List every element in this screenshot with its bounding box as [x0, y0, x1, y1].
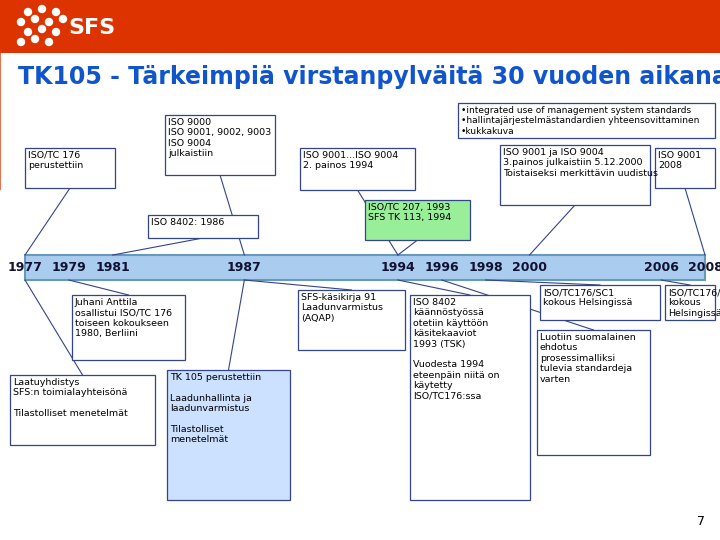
Circle shape: [32, 16, 38, 23]
Circle shape: [24, 9, 32, 16]
Text: ISO 8402
käännöstyössä
otetiin käyttöön
käsitekaaviot
1993 (TSK)

Vuodesta 1994
: ISO 8402 käännöstyössä otetiin käyttöön …: [413, 298, 500, 401]
Circle shape: [24, 29, 32, 36]
Circle shape: [53, 9, 60, 16]
Bar: [0, 0, 720, 53]
Bar: [365, 200, 470, 240]
Bar: [165, 115, 275, 175]
Text: SFS: SFS: [68, 18, 115, 38]
Text: ISO/TC176/SC1
kokous Helsingissä: ISO/TC176/SC1 kokous Helsingissä: [543, 288, 632, 307]
Text: 1979: 1979: [52, 261, 86, 274]
Text: 2006: 2006: [644, 261, 678, 274]
Text: 2008: 2008: [688, 261, 720, 274]
Text: 1981: 1981: [95, 261, 130, 274]
Circle shape: [45, 38, 53, 45]
Bar: [458, 103, 715, 138]
Text: ISO 9000
ISO 9001, 9002, 9003
ISO 9004
julkaistiin: ISO 9000 ISO 9001, 9002, 9003 ISO 9004 j…: [168, 118, 271, 158]
Text: 1987: 1987: [227, 261, 262, 274]
Text: ISO/TC 207, 1993
SFS TK 113, 1994: ISO/TC 207, 1993 SFS TK 113, 1994: [368, 203, 451, 222]
Text: TK105 - Tärkeimpiä virstanpylväitä 30 vuoden aikana: TK105 - Tärkeimpiä virstanpylväitä 30 vu…: [18, 65, 720, 89]
Text: 1996: 1996: [425, 261, 459, 274]
Circle shape: [32, 36, 38, 43]
Text: Laatuyhdistys
SFS:n toimialayhteisönä

Tilastolliset menetelmät: Laatuyhdistys SFS:n toimialayhteisönä Ti…: [13, 378, 127, 418]
Text: ISO 8402: 1986: ISO 8402: 1986: [151, 218, 225, 227]
Text: ISO/TC176/SC2
kokous Helsingissä: ISO/TC176/SC2 kokous Helsingissä: [668, 288, 720, 318]
Bar: [167, 370, 290, 500]
Circle shape: [38, 25, 45, 32]
Text: TK 105 perustettiin

Laadunhallinta ja
laadunvarmistus

Tilastolliset
menetelmät: TK 105 perustettiin Laadunhallinta ja la…: [170, 373, 261, 444]
Text: ISO 9001
2008: ISO 9001 2008: [658, 151, 701, 171]
Text: SFS-käsikirja 91
Laadunvarmistus
(AQAP): SFS-käsikirja 91 Laadunvarmistus (AQAP): [301, 293, 383, 323]
Bar: [298, 290, 405, 350]
Text: •integrated use of management system standards
•hallintajärjestelmästandardien y: •integrated use of management system sta…: [461, 106, 699, 136]
Bar: [10, 375, 155, 445]
Text: 1977: 1977: [8, 261, 42, 274]
Bar: [410, 295, 530, 500]
Text: ISO 9001 ja ISO 9004
3.painos julkaistiin 5.12.2000
Toistaiseksi merkittävin uud: ISO 9001 ja ISO 9004 3.painos julkaistii…: [503, 148, 658, 178]
Text: 2000: 2000: [512, 261, 547, 274]
Bar: [25, 255, 705, 280]
Bar: [500, 145, 650, 205]
Bar: [665, 285, 715, 320]
Text: Luotiin suomalainen
ehdotus
prosessimalliksi
tulevia standardeja
varten: Luotiin suomalainen ehdotus prosessimall…: [540, 333, 636, 383]
Circle shape: [38, 5, 45, 12]
Circle shape: [60, 16, 66, 23]
Text: 1994: 1994: [381, 261, 415, 274]
Bar: [540, 285, 660, 320]
Text: ISO 9001...ISO 9004
2. painos 1994: ISO 9001...ISO 9004 2. painos 1994: [303, 151, 398, 171]
Bar: [25, 148, 115, 188]
Bar: [148, 215, 258, 238]
Bar: [537, 330, 650, 455]
Text: ISO/TC 176
perustettiin: ISO/TC 176 perustettiin: [28, 151, 84, 171]
Bar: [655, 148, 715, 188]
Circle shape: [45, 18, 53, 25]
Text: Juhani Anttila
osallistui ISO/TC 176
toiseen kokoukseen
1980, Berliini: Juhani Anttila osallistui ISO/TC 176 toi…: [75, 298, 172, 338]
Circle shape: [17, 18, 24, 25]
Bar: [72, 295, 185, 360]
Text: 7: 7: [697, 515, 705, 528]
Circle shape: [17, 38, 24, 45]
Text: 1998: 1998: [468, 261, 503, 274]
Circle shape: [53, 29, 60, 36]
Bar: [300, 148, 415, 190]
